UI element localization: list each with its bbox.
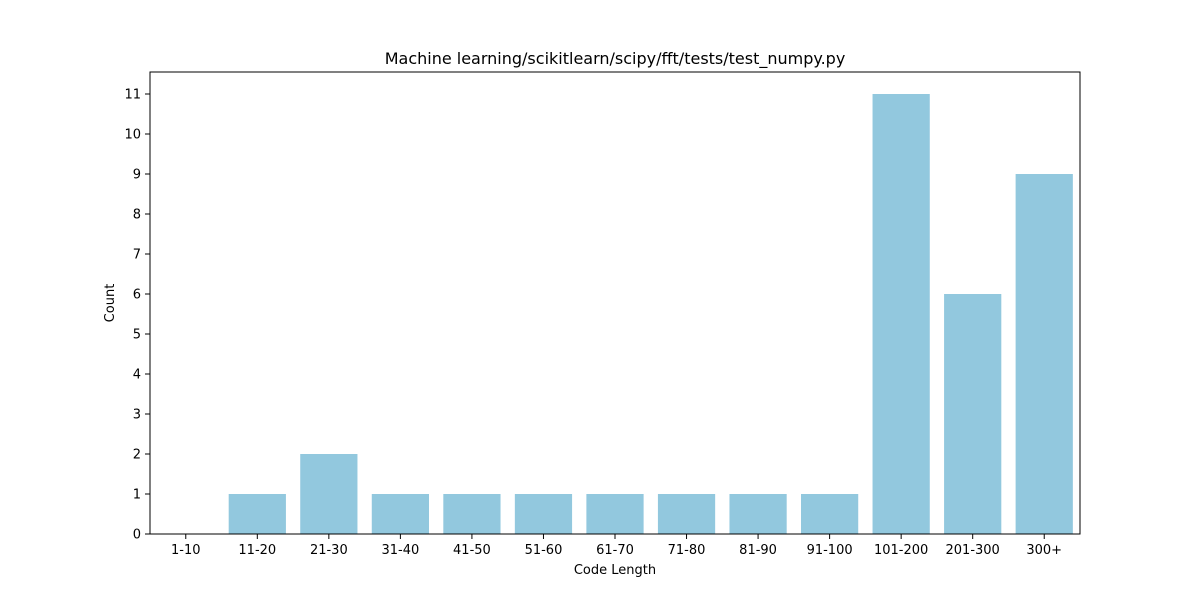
bar-300+	[1015, 174, 1073, 534]
y-tick-label: 7	[133, 248, 141, 263]
y-tick-label: 6	[133, 288, 141, 303]
bar-31-40	[371, 494, 429, 534]
bar-81-90	[729, 494, 787, 534]
x-tick-label: 31-40	[381, 543, 419, 558]
x-tick-label: 61-70	[596, 543, 634, 558]
bar-201-300	[944, 294, 1002, 534]
x-tick-label: 91-100	[807, 543, 853, 558]
x-axis-label: Code Length	[574, 563, 656, 578]
y-tick-label: 2	[133, 448, 141, 463]
x-tick-label: 51-60	[525, 543, 563, 558]
bar-71-80	[657, 494, 716, 534]
bars-layer	[228, 94, 1073, 534]
bar-101-200	[872, 94, 930, 534]
y-tick-label: 5	[133, 328, 141, 343]
bar-91-100	[801, 494, 859, 534]
y-tick-label: 3	[133, 408, 141, 423]
bar-21-30	[300, 454, 358, 534]
y-tick-label: 0	[133, 528, 141, 543]
y-axis: 0 1 2 3 4 5 6 7 8 9 10 11	[124, 88, 150, 543]
bar-51-60	[514, 494, 573, 534]
x-tick-label: 201-300	[946, 543, 1000, 558]
bar-41-50	[443, 494, 501, 534]
x-tick-label: 1-10	[171, 543, 201, 558]
x-tick-label: 300+	[1026, 543, 1062, 558]
bar-11-20	[228, 494, 286, 534]
x-tick-label: 21-30	[310, 543, 348, 558]
x-tick-label: 71-80	[668, 543, 706, 558]
x-tick-label: 101-200	[874, 543, 928, 558]
y-tick-label: 9	[133, 168, 141, 183]
chart-title: Machine learning/scikitlearn/scipy/fft/t…	[385, 49, 846, 69]
plot-frame	[149, 71, 1081, 535]
x-axis: 1-10 11-20 21-30 31-40 41-50 51-60 61-70 71-80 8…	[171, 534, 1062, 558]
x-tick-label: 81-90	[739, 543, 777, 558]
x-tick-label: 41-50	[453, 543, 491, 558]
y-tick-label: 8	[133, 208, 141, 223]
bar-61-70	[586, 494, 644, 534]
y-axis-label: Count	[103, 284, 118, 323]
y-tick-label: 4	[133, 368, 141, 383]
y-tick-label: 10	[124, 128, 141, 143]
y-tick-label: 1	[133, 488, 141, 503]
y-tick-label: 11	[124, 88, 141, 103]
x-tick-label: 11-20	[238, 543, 276, 558]
